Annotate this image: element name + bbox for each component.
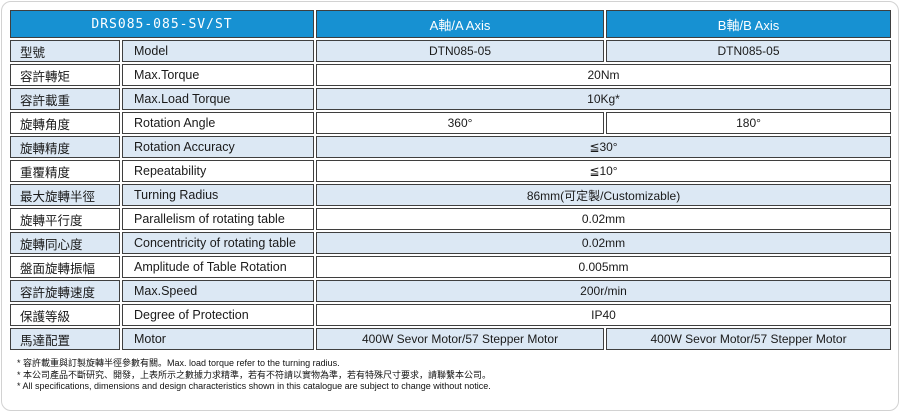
footnotes: * 容許載重與訂製旋轉半徑參數有關。Max. load torque refer…	[17, 358, 893, 393]
row-label-zh: 旋轉精度	[10, 136, 120, 158]
row-value: 0.02mm	[316, 232, 892, 254]
row-label-en: Model	[122, 40, 315, 62]
row-label-zh: 盤面旋轉振幅	[10, 256, 120, 278]
spec-row: 型號 Model DTN085-05 DTN085-05	[10, 40, 892, 62]
row-label-en: Rotation Accuracy	[122, 136, 315, 158]
table-header-a-axis: A軸/A Axis	[316, 10, 605, 38]
row-label-zh: 保護等級	[10, 304, 120, 326]
table-header-row: DRS085-085-SV/ST A軸/A Axis B軸/B Axis	[10, 10, 892, 38]
row-label-zh: 型號	[10, 40, 120, 62]
spec-row: 旋轉精度 Rotation Accuracy ≦30°	[10, 136, 892, 158]
row-value: 0.02mm	[316, 208, 892, 230]
spec-row: 重覆精度 Repeatability ≦10°	[10, 160, 892, 182]
spec-row: 容許旋轉速度 Max.Speed 200r/min	[10, 280, 892, 302]
row-label-zh: 旋轉同心度	[10, 232, 120, 254]
row-value-a-axis: DTN085-05	[316, 40, 605, 62]
footnote-accuracy-zh: * 本公司產品不斷研究、開發，上表所示之數據力求精準，若有不符請以實物為準，若有…	[17, 369, 492, 380]
row-value-b-axis: 180°	[606, 112, 892, 134]
row-label-en: Motor	[122, 328, 315, 350]
table-header-series: DRS085-085-SV/ST	[10, 10, 315, 38]
spec-row: 旋轉平行度 Parallelism of rotating table 0.02mm	[10, 208, 892, 230]
table-header-b-axis: B軸/B Axis	[606, 10, 892, 38]
row-label-en: Rotation Angle	[122, 112, 315, 134]
spec-row: 最大旋轉半徑 Turning Radius 86mm(可定製/Customizabl…	[10, 184, 892, 206]
row-value-a-axis: 400W Sevor Motor/57 Stepper Motor	[316, 328, 605, 350]
row-value: ≦30°	[316, 136, 892, 158]
row-value: 200r/min	[316, 280, 892, 302]
row-value-a-axis: 360°	[316, 112, 605, 134]
spec-row: 容許轉矩 Max.Torque 20Nm	[10, 64, 892, 86]
row-value-b-axis: 400W Sevor Motor/57 Stepper Motor	[606, 328, 892, 350]
row-value: ≦10°	[316, 160, 892, 182]
spec-row: 旋轉角度 Rotation Angle 360° 180°	[10, 112, 892, 134]
row-label-en: Max.Torque	[122, 64, 315, 86]
footnote-disclaimer-en: * All specifications, dimensions and des…	[17, 381, 491, 391]
spec-row: 容許載重 Max.Load Torque 10Kg*	[10, 88, 892, 110]
row-label-zh: 馬達配置	[10, 328, 120, 350]
spec-table: DRS085-085-SV/ST A軸/A Axis B軸/B Axis 型號 M…	[8, 8, 893, 352]
row-label-zh: 容許旋轉速度	[10, 280, 120, 302]
footnote-load-torque: * 容許載重與訂製旋轉半徑參數有關。Max. load torque refer…	[17, 358, 340, 368]
row-value-b-axis: DTN085-05	[606, 40, 892, 62]
row-value: 86mm(可定製/Customizable)	[316, 184, 892, 206]
row-label-en: Max.Load Torque	[122, 88, 315, 110]
row-label-zh: 容許轉矩	[10, 64, 120, 86]
row-label-en: Degree of Protection	[122, 304, 315, 326]
row-label-en: Repeatability	[122, 160, 315, 182]
row-value: IP40	[316, 304, 892, 326]
spec-row: 旋轉同心度 Concentricity of rotating table 0.02…	[10, 232, 892, 254]
row-label-en: Turning Radius	[122, 184, 315, 206]
row-label-en: Amplitude of Table Rotation	[122, 256, 315, 278]
row-label-en: Concentricity of rotating table	[122, 232, 315, 254]
spec-row: 盤面旋轉振幅 Amplitude of Table Rotation 0.005mm	[10, 256, 892, 278]
row-value: 20Nm	[316, 64, 892, 86]
row-label-zh: 容許載重	[10, 88, 120, 110]
row-value: 10Kg*	[316, 88, 892, 110]
row-label-en: Max.Speed	[122, 280, 315, 302]
row-label-zh: 最大旋轉半徑	[10, 184, 120, 206]
row-label-zh: 旋轉角度	[10, 112, 120, 134]
spec-row: 馬達配置 Motor 400W Sevor Motor/57 Stepper Mot…	[10, 328, 892, 350]
row-label-zh: 旋轉平行度	[10, 208, 120, 230]
row-value: 0.005mm	[316, 256, 892, 278]
row-label-zh: 重覆精度	[10, 160, 120, 182]
spec-row: 保護等級 Degree of Protection IP40	[10, 304, 892, 326]
row-label-en: Parallelism of rotating table	[122, 208, 315, 230]
spec-sheet: DRS085-085-SV/ST A軸/A Axis B軸/B Axis 型號 M…	[8, 8, 893, 393]
